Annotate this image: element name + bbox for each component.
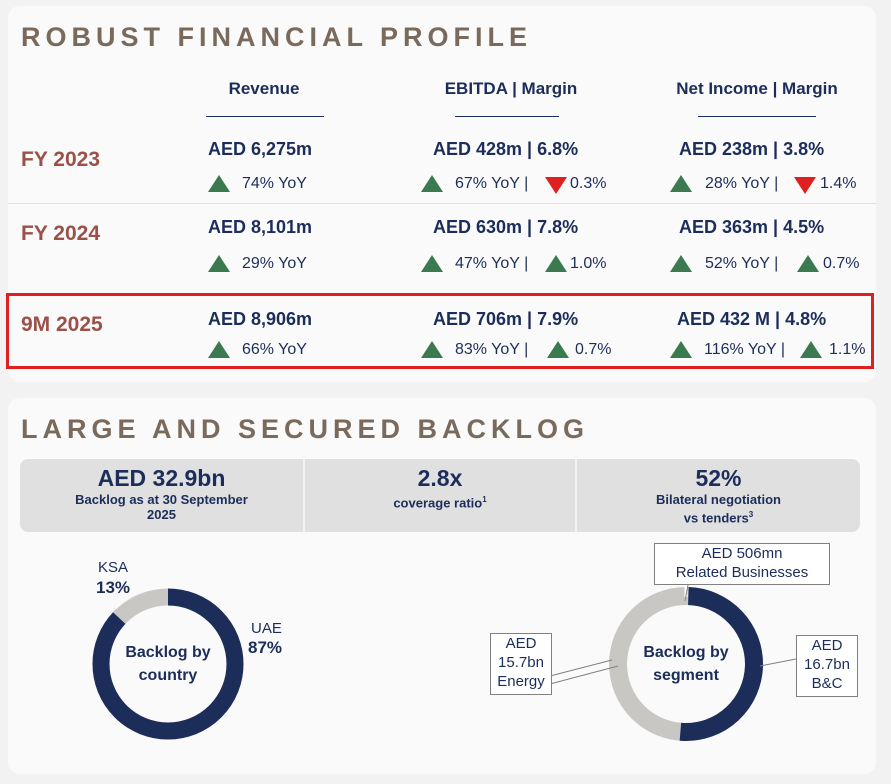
ebitda-yoy: 67% YoY |: [455, 175, 529, 192]
callout-line: 16.7bn: [804, 656, 850, 673]
up-arrow-icon: [208, 341, 230, 358]
row-label-fy2024: FY 2024: [21, 222, 101, 245]
center-label-line: Backlog by: [643, 644, 729, 661]
up-arrow-icon: [208, 255, 230, 272]
related-businesses-callout: AED 506mn Related Businesses: [654, 543, 830, 585]
kpi-value: 2.8x: [417, 465, 463, 491]
net-margin-change: 1.1%: [829, 341, 866, 358]
kpi-caption-text: coverage ratio: [393, 495, 483, 511]
ebitda-value: AED 630m | 7.8%: [433, 217, 579, 237]
callout-line: Energy: [497, 673, 545, 690]
row-label-9m2025: 9M 2025: [21, 313, 103, 336]
center-label-line: country: [138, 667, 198, 684]
center-label-line: Backlog by: [125, 644, 211, 661]
uae-arc: [92, 588, 244, 740]
revenue-yoy: 66% YoY: [242, 341, 307, 358]
up-arrow-icon: [208, 175, 230, 192]
column-underline: [455, 116, 559, 117]
ebitda-margin-change: 0.7%: [575, 341, 612, 358]
kpi-bar: AED 32.9bn Backlog as at 30 September 20…: [20, 459, 860, 532]
kpi-caption-text: vs tenders: [683, 510, 749, 526]
column-underline: [698, 116, 816, 117]
kpi-caption: vs tenders3: [577, 507, 860, 525]
net-income-yoy: 116% YoY |: [704, 341, 785, 358]
leader-line: [684, 584, 689, 602]
kpi-divider: [575, 459, 577, 532]
net-income-yoy: 28% YoY |: [705, 175, 779, 192]
revenue-yoy: 29% YoY: [242, 255, 307, 272]
column-underline: [206, 116, 324, 117]
up-arrow-icon: [670, 255, 692, 272]
bc-callout: AED 16.7bn B&C: [796, 635, 858, 697]
country-donut-center: Backlog by country: [108, 641, 228, 687]
down-arrow-icon: [794, 177, 816, 194]
column-header-ebitda: EBITDA | Margin: [444, 79, 578, 98]
net-income-value: AED 432 M | 4.8%: [677, 309, 827, 329]
kpi-bilateral: 52% Bilateral negotiation vs tenders3: [577, 459, 860, 532]
up-arrow-icon: [421, 175, 443, 192]
column-header-revenue: Revenue: [228, 79, 300, 98]
net-income-yoy: 52% YoY |: [705, 255, 779, 272]
callout-line: AED: [811, 637, 843, 654]
up-arrow-icon: [670, 175, 692, 192]
up-arrow-icon: [800, 341, 822, 358]
row-label-fy2023: FY 2023: [21, 148, 101, 171]
bc-arc: [609, 587, 763, 742]
revenue-value: AED 8,906m: [208, 309, 313, 329]
up-arrow-icon: [421, 255, 443, 272]
revenue-yoy: 74% YoY: [242, 175, 307, 192]
net-margin-change: 0.7%: [823, 255, 860, 272]
kpi-divider: [303, 459, 305, 532]
kpi-backlog: AED 32.9bn Backlog as at 30 September 20…: [20, 459, 303, 532]
ebitda-value: AED 428m | 6.8%: [433, 139, 579, 159]
leader-line: [759, 658, 797, 667]
down-arrow-icon: [545, 177, 567, 194]
backlog-title: LARGE AND SECURED BACKLOG: [21, 414, 590, 444]
callout-line: AED 506mn: [701, 545, 783, 562]
net-margin-change: 1.4%: [820, 175, 857, 192]
uae-pct: 87%: [248, 638, 283, 657]
footnote-marker: 3: [748, 510, 754, 519]
up-arrow-icon: [797, 255, 819, 272]
segment-donut-center: Backlog by segment: [626, 641, 746, 687]
center-label-line: segment: [653, 667, 719, 684]
leader-line: [549, 665, 619, 685]
ebitda-yoy: 47% YoY |: [455, 255, 529, 272]
highlight-box: [6, 293, 874, 369]
financial-profile-title: ROBUST FINANCIAL PROFILE: [21, 22, 532, 52]
ksa-pct: 13%: [96, 578, 131, 597]
kpi-caption: coverage ratio1: [305, 492, 575, 510]
up-arrow-icon: [545, 255, 567, 272]
kpi-caption: Backlog as at 30 September: [75, 492, 248, 507]
up-arrow-icon: [670, 341, 692, 358]
uae-label: UAE: [251, 620, 282, 637]
financial-profile-panel: [8, 6, 876, 382]
ebitda-margin-change: 0.3%: [570, 175, 607, 192]
kpi-caption: Bilateral negotiation: [656, 492, 781, 507]
ebitda-yoy: 83% YoY |: [455, 341, 529, 358]
row-divider: [8, 203, 876, 204]
kpi-value: 52%: [695, 465, 742, 491]
callout-line: 15.7bn: [498, 654, 544, 671]
ebitda-value: AED 706m | 7.9%: [433, 309, 579, 329]
net-income-value: AED 238m | 3.8%: [679, 139, 825, 159]
up-arrow-icon: [421, 341, 443, 358]
net-income-value: AED 363m | 4.5%: [679, 217, 825, 237]
column-header-net-income: Net Income | Margin: [676, 79, 838, 98]
energy-callout: AED 15.7bn Energy: [490, 633, 552, 695]
ksa-label: KSA: [98, 559, 129, 576]
up-arrow-icon: [547, 341, 569, 358]
kpi-coverage: 2.8x coverage ratio1: [305, 459, 575, 532]
revenue-value: AED 6,275m: [208, 139, 313, 159]
footnote-marker: 1: [482, 495, 487, 504]
leader-line: [549, 659, 613, 677]
revenue-value: AED 8,101m: [208, 217, 313, 237]
kpi-value: AED 32.9bn: [97, 465, 226, 491]
kpi-caption: 2025: [147, 507, 176, 522]
callout-line: Related Businesses: [675, 564, 809, 581]
ebitda-margin-change: 1.0%: [570, 255, 607, 272]
callout-line: AED: [505, 635, 537, 652]
callout-line: B&C: [811, 675, 843, 692]
